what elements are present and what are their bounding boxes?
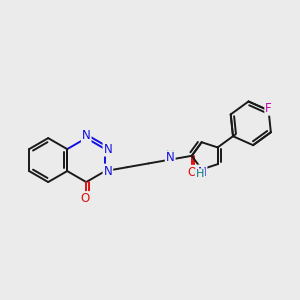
Text: H: H <box>196 169 204 179</box>
Text: O: O <box>80 192 90 205</box>
Text: N: N <box>198 166 206 178</box>
Text: N: N <box>103 165 112 178</box>
Text: O: O <box>187 166 196 179</box>
Text: N: N <box>82 129 91 142</box>
Text: N: N <box>103 142 112 156</box>
Text: N: N <box>166 152 175 164</box>
Text: H: H <box>166 150 174 160</box>
Text: F: F <box>265 102 272 115</box>
